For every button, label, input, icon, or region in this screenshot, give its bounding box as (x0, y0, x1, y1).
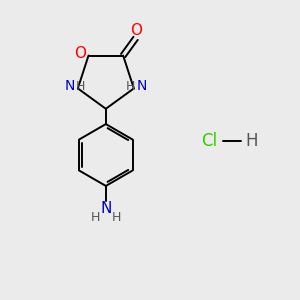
Text: N: N (64, 80, 75, 93)
Text: N: N (137, 80, 147, 93)
Text: H: H (245, 132, 258, 150)
Text: H: H (91, 211, 100, 224)
Text: Cl: Cl (201, 132, 217, 150)
Text: O: O (74, 46, 86, 61)
Text: H: H (112, 211, 121, 224)
Text: O: O (130, 22, 142, 38)
Text: H: H (76, 80, 86, 93)
Text: N: N (100, 201, 112, 216)
Text: H: H (126, 80, 136, 93)
